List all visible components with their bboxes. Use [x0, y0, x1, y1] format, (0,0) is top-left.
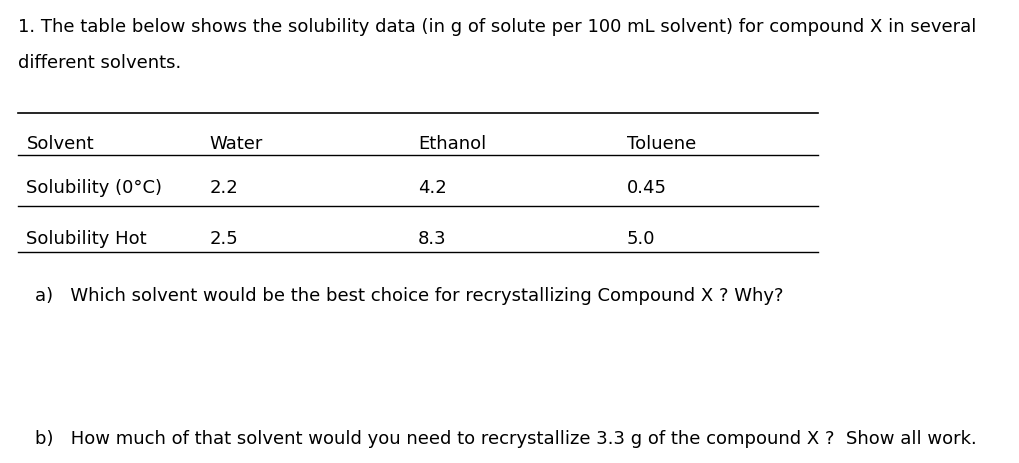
Text: Toluene: Toluene [626, 135, 695, 153]
Text: Water: Water [210, 135, 263, 153]
Text: Solubility (0°C): Solubility (0°C) [26, 179, 162, 196]
Text: Solvent: Solvent [26, 135, 94, 153]
Text: different solvents.: different solvents. [18, 54, 181, 72]
Text: 5.0: 5.0 [626, 229, 654, 247]
Text: 8.3: 8.3 [418, 229, 446, 247]
Text: 1. The table below shows the solubility data (in g of solute per 100 mL solvent): 1. The table below shows the solubility … [18, 18, 975, 36]
Text: 4.2: 4.2 [418, 179, 446, 196]
Text: Solubility Hot: Solubility Hot [26, 229, 147, 247]
Text: 0.45: 0.45 [626, 179, 665, 196]
Text: b)   How much of that solvent would you need to recrystallize 3.3 g of the compo: b) How much of that solvent would you ne… [35, 429, 975, 447]
Text: Ethanol: Ethanol [418, 135, 486, 153]
Text: 2.2: 2.2 [210, 179, 238, 196]
Text: a)   Which solvent would be the best choice for recrystallizing Compound X ? Why: a) Which solvent would be the best choic… [35, 287, 783, 305]
Text: 2.5: 2.5 [210, 229, 238, 247]
